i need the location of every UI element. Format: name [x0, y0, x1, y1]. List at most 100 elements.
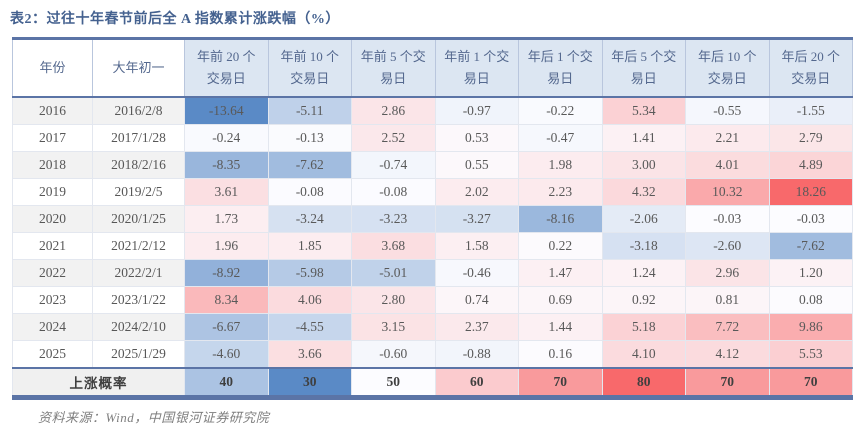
spring-festival-returns-table: 年份 大年初一 年前 20 个 交易日 年前 10 个 交易日 年前 5 个交 易日 年前… — [12, 37, 853, 401]
return-value-cell: -3.23 — [351, 205, 436, 234]
column-header-date: 大年初一 — [92, 38, 185, 98]
column-header-trading-days: 年后 5 个交 易日 — [601, 38, 686, 98]
return-value-cell: 10.32 — [685, 178, 770, 207]
return-value-cell: 1.24 — [601, 259, 686, 288]
table-row: 2022 2022/2/1 -8.92 -5.98 -5.01 -0.46 1.47 1.24… — [12, 259, 853, 288]
table-row: 2016 2016/2/8 -13.64 -5.11 2.86 -0.97 -0.22 5.3… — [12, 96, 853, 126]
return-value-cell: 2.37 — [434, 313, 519, 342]
return-value-cell: 2.21 — [685, 124, 770, 153]
return-value-cell: 9.86 — [768, 313, 853, 342]
return-value-cell: 1.98 — [518, 151, 603, 180]
return-value-cell: 0.92 — [601, 286, 686, 315]
lunar-new-year-date-cell: 2021/2/12 — [92, 232, 185, 261]
return-value-cell: -8.16 — [518, 205, 603, 234]
return-value-cell: 2.52 — [351, 124, 436, 153]
return-value-cell: -5.11 — [267, 96, 352, 126]
rise-probability-row: 上涨概率 40 30 50 60 70 80 70 70 — [12, 367, 853, 399]
year-cell: 2021 — [12, 232, 93, 261]
return-value-cell: 4.01 — [685, 151, 770, 180]
return-value-cell: 3.00 — [601, 151, 686, 180]
probability-value-cell: 60 — [434, 367, 519, 399]
return-value-cell: 0.16 — [518, 340, 603, 369]
probability-value-cell: 30 — [267, 367, 352, 399]
return-value-cell: -0.22 — [518, 96, 603, 126]
return-value-cell: 1.44 — [518, 313, 603, 342]
return-value-cell: -0.47 — [518, 124, 603, 153]
return-value-cell: 3.61 — [184, 178, 269, 207]
year-cell: 2020 — [12, 205, 93, 234]
return-value-cell: 1.58 — [434, 232, 519, 261]
return-value-cell: 3.66 — [267, 340, 352, 369]
lunar-new-year-date-cell: 2016/2/8 — [92, 96, 185, 126]
return-value-cell: -0.13 — [267, 124, 352, 153]
return-value-cell: 1.73 — [184, 205, 269, 234]
probability-value-cell: 70 — [685, 367, 770, 399]
return-value-cell: 0.74 — [434, 286, 519, 315]
return-value-cell: -3.18 — [601, 232, 686, 261]
table-row: 2020 2020/1/25 1.73 -3.24 -3.23 -3.27 -8.16 -2.… — [12, 205, 853, 234]
return-value-cell: 0.08 — [768, 286, 853, 315]
return-value-cell: 1.96 — [184, 232, 269, 261]
table-title: 表2：过往十年春节前后全 A 指数累计涨跌幅（%） — [10, 12, 340, 27]
return-value-cell: 5.34 — [601, 96, 686, 126]
return-value-cell: -3.27 — [434, 205, 519, 234]
column-header-trading-days: 年后 20 个 交易日 — [768, 38, 853, 98]
return-value-cell: 0.69 — [518, 286, 603, 315]
return-value-cell: -0.74 — [351, 151, 436, 180]
return-value-cell: -0.60 — [351, 340, 436, 369]
year-cell: 2016 — [12, 96, 93, 126]
return-value-cell: 4.06 — [267, 286, 352, 315]
lunar-new-year-date-cell: 2025/1/29 — [92, 340, 185, 369]
return-value-cell: -0.03 — [768, 205, 853, 234]
return-value-cell: 0.55 — [434, 151, 519, 180]
return-value-cell: -2.60 — [685, 232, 770, 261]
year-cell: 2023 — [12, 286, 93, 315]
return-value-cell: -3.24 — [267, 205, 352, 234]
return-value-cell: -4.55 — [267, 313, 352, 342]
return-value-cell: -0.24 — [184, 124, 269, 153]
return-value-cell: -0.03 — [685, 205, 770, 234]
return-value-cell: -0.88 — [434, 340, 519, 369]
table-row: 2024 2024/2/10 -6.67 -4.55 3.15 2.37 1.44 5.18 7… — [12, 313, 853, 342]
return-value-cell: 5.18 — [601, 313, 686, 342]
lunar-new-year-date-cell: 2020/1/25 — [92, 205, 185, 234]
header-row: 年份 大年初一 年前 20 个 交易日 年前 10 个 交易日 年前 5 个交 易日 年前… — [12, 38, 853, 98]
table-header: 年份 大年初一 年前 20 个 交易日 年前 10 个 交易日 年前 5 个交 易日 年前… — [12, 38, 853, 98]
table-row: 2025 2025/1/29 -4.60 3.66 -0.60 -0.88 0.16 4.10… — [12, 340, 853, 369]
lunar-new-year-date-cell: 2022/2/1 — [92, 259, 185, 288]
table-row: 2017 2017/1/28 -0.24 -0.13 2.52 0.53 -0.47 1.41… — [12, 124, 853, 153]
probability-value-cell: 40 — [184, 367, 269, 399]
return-value-cell: -0.08 — [267, 178, 352, 207]
return-value-cell: 2.80 — [351, 286, 436, 315]
return-value-cell: 3.15 — [351, 313, 436, 342]
return-value-cell: 7.72 — [685, 313, 770, 342]
return-value-cell: 4.12 — [685, 340, 770, 369]
table-row: 2023 2023/1/22 8.34 4.06 2.80 0.74 0.69 0.92 0.8… — [12, 286, 853, 315]
year-cell: 2025 — [12, 340, 93, 369]
return-value-cell: -13.64 — [184, 96, 269, 126]
return-value-cell: -8.35 — [184, 151, 269, 180]
return-value-cell: -1.55 — [768, 96, 853, 126]
return-value-cell: 1.47 — [518, 259, 603, 288]
year-cell: 2019 — [12, 178, 93, 207]
year-cell: 2022 — [12, 259, 93, 288]
return-value-cell: 1.41 — [601, 124, 686, 153]
return-value-cell: -7.62 — [768, 232, 853, 261]
column-header-trading-days: 年前 10 个 交易日 — [267, 38, 352, 98]
column-header-trading-days: 年前 1 个交 易日 — [434, 38, 519, 98]
column-header-trading-days: 年后 10 个 交易日 — [685, 38, 770, 98]
lunar-new-year-date-cell: 2018/2/16 — [92, 151, 185, 180]
return-value-cell: -0.08 — [351, 178, 436, 207]
return-value-cell: -0.46 — [434, 259, 519, 288]
probability-value-cell: 50 — [351, 367, 436, 399]
return-value-cell: 4.32 — [601, 178, 686, 207]
return-value-cell: 4.89 — [768, 151, 853, 180]
probability-value-cell: 70 — [768, 367, 853, 399]
column-header-trading-days: 年前 5 个交 易日 — [351, 38, 436, 98]
return-value-cell: -7.62 — [267, 151, 352, 180]
return-value-cell: 8.34 — [184, 286, 269, 315]
return-value-cell: 5.53 — [768, 340, 853, 369]
lunar-new-year-date-cell: 2017/1/28 — [92, 124, 185, 153]
return-value-cell: 1.85 — [267, 232, 352, 261]
lunar-new-year-date-cell: 2024/2/10 — [92, 313, 185, 342]
